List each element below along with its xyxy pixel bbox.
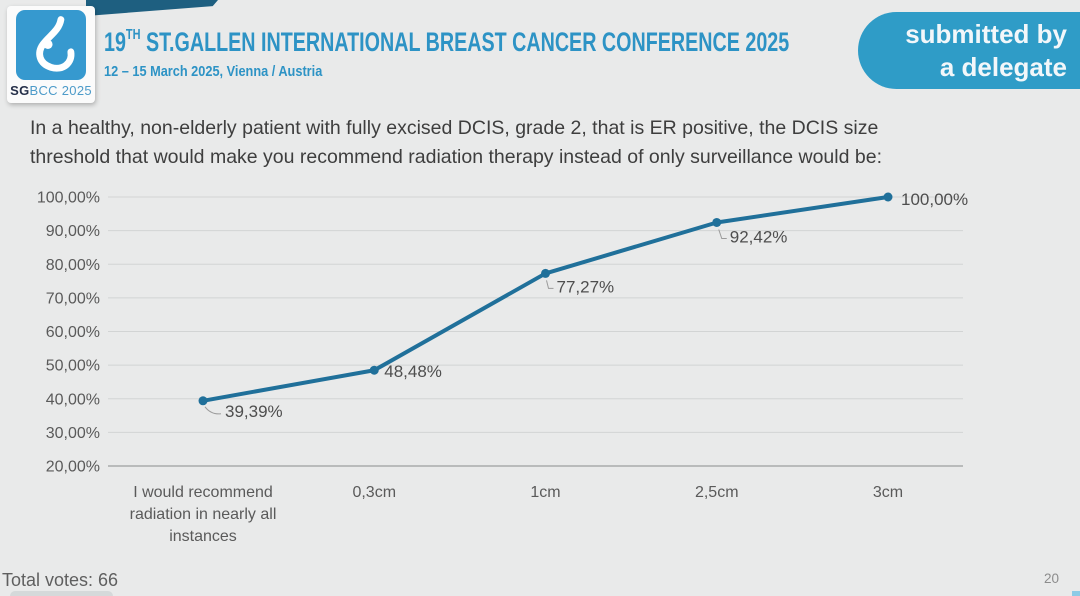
badge-line-2: a delegate bbox=[939, 51, 1067, 82]
x-category-label: 0,3cm bbox=[352, 484, 396, 501]
x-category-label: radiation in nearly all bbox=[130, 506, 277, 523]
breast-drop-icon bbox=[36, 16, 75, 72]
conference-title: 19TH ST.GALLEN INTERNATIONAL BREAST CANC… bbox=[104, 27, 789, 58]
header-title-block: 19TH ST.GALLEN INTERNATIONAL BREAST CANC… bbox=[104, 27, 1043, 80]
logo-wordmark: SGBCC 2025 bbox=[7, 83, 95, 98]
logo-wordmark-rest: BCC 2025 bbox=[29, 83, 92, 98]
data-point bbox=[712, 217, 722, 227]
x-category-label: 3cm bbox=[873, 484, 903, 501]
poll-question: In a healthy, non-elderly patient with f… bbox=[30, 114, 930, 172]
y-tick-label: 90,00% bbox=[46, 223, 100, 240]
header-accent-wedge bbox=[86, 0, 218, 16]
trend-line bbox=[201, 195, 890, 403]
poll-question-line-1: In a healthy, non-elderly patient with f… bbox=[30, 117, 879, 139]
poll-question-line-2: threshold that would make you recommend … bbox=[30, 146, 882, 168]
data-point bbox=[541, 268, 550, 278]
data-point bbox=[198, 396, 208, 406]
badge-line-1: submitted by bbox=[905, 18, 1067, 49]
data-point-label: 100,00% bbox=[901, 190, 968, 209]
submitted-by-badge: submitted by a delegate bbox=[858, 12, 1080, 89]
title-text: ST.GALLEN INTERNATIONAL BREAST CANCER CO… bbox=[146, 27, 790, 57]
title-ordinal-suffix: TH bbox=[125, 26, 141, 43]
y-tick-label: 20,00% bbox=[46, 459, 100, 476]
y-tick-label: 50,00% bbox=[46, 358, 100, 375]
y-tick-label: 30,00% bbox=[46, 425, 100, 442]
y-tick-label: 100,00% bbox=[37, 190, 100, 207]
title-number: 19 bbox=[104, 27, 126, 57]
x-category-label: I would recommend bbox=[133, 484, 273, 501]
y-tick-label: 60,00% bbox=[46, 324, 100, 341]
x-category-label: 2,5cm bbox=[695, 484, 739, 501]
data-point bbox=[883, 192, 893, 202]
conference-logo: SGBCC 2025 bbox=[7, 6, 95, 103]
label-leader-line bbox=[718, 229, 727, 239]
corner-accent bbox=[1072, 591, 1080, 596]
logo-wordmark-bold: SG bbox=[10, 83, 30, 98]
y-tick-label: 70,00% bbox=[46, 290, 100, 307]
total-votes-value: 66 bbox=[98, 570, 119, 590]
data-point-label: 77,27% bbox=[557, 277, 615, 296]
y-tick-label: 80,00% bbox=[46, 257, 100, 274]
page-number: 20 bbox=[1043, 571, 1059, 586]
sgbcc-logo-icon bbox=[16, 10, 86, 80]
footer-pill bbox=[10, 591, 113, 596]
data-point-label: 92,42% bbox=[730, 227, 788, 246]
x-category-label: instances bbox=[169, 528, 237, 545]
data-point-label: 48,48% bbox=[384, 362, 442, 381]
data-point bbox=[369, 365, 379, 375]
y-tick-label: 40,00% bbox=[46, 391, 100, 408]
label-leader-line bbox=[546, 280, 554, 289]
data-point-label: 39,39% bbox=[225, 402, 283, 421]
total-votes-label: Total votes: bbox=[2, 570, 94, 590]
label-leader-line bbox=[204, 406, 222, 415]
x-category-label: 1cm bbox=[530, 484, 560, 501]
total-votes: Total votes: 66 bbox=[2, 570, 118, 591]
conference-subtitle: 12 – 15 March 2025, Vienna / Austria bbox=[104, 63, 323, 80]
